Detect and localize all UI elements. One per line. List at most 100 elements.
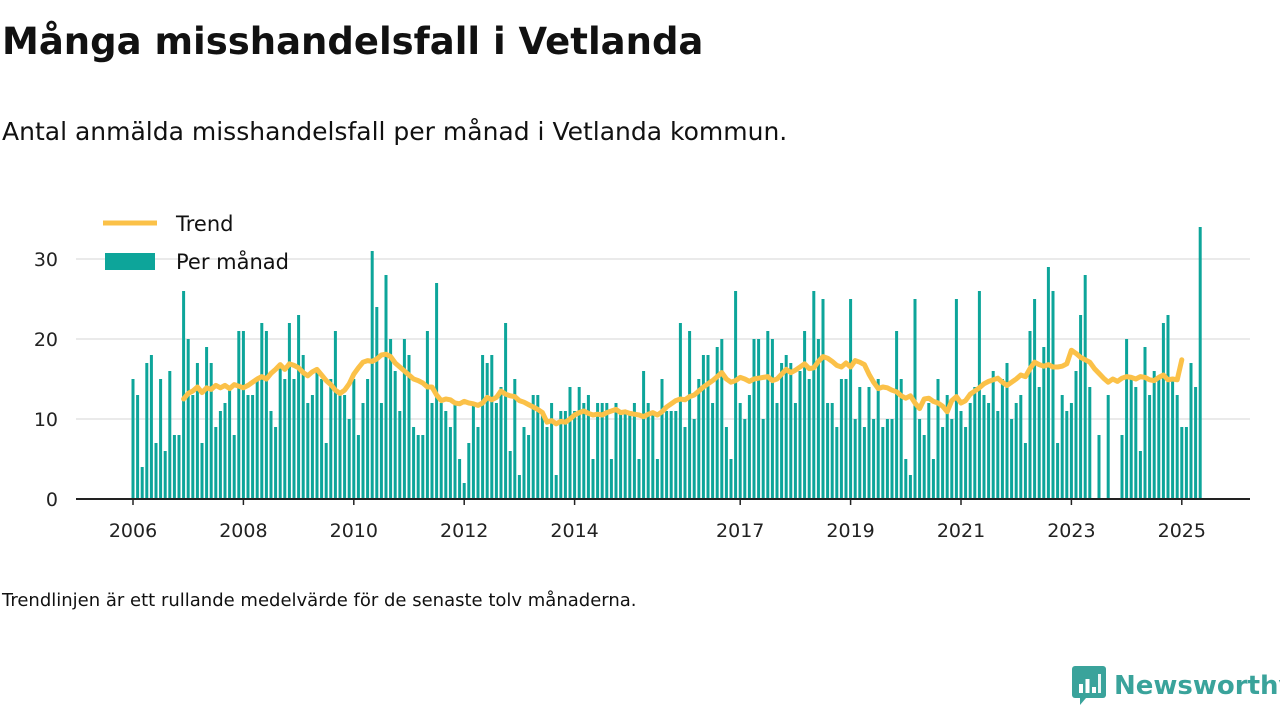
bar xyxy=(1088,387,1092,499)
bar xyxy=(297,315,301,499)
bar xyxy=(605,403,609,499)
bar xyxy=(826,403,830,499)
bar xyxy=(1184,427,1188,499)
bar xyxy=(623,411,627,499)
bar xyxy=(356,435,360,499)
y-axis-tick-labels: 0 10 20 30 xyxy=(34,249,58,511)
bar xyxy=(867,387,871,499)
y-tick-label: 0 xyxy=(46,489,58,511)
bar xyxy=(172,435,176,499)
x-axis: 2006 2008 2010 2012 2014 2017 2019 2021 2023 2025 xyxy=(76,498,1250,542)
bar xyxy=(407,355,411,499)
bar xyxy=(688,331,692,499)
bar xyxy=(545,427,549,499)
bar xyxy=(522,427,526,499)
bar xyxy=(278,363,282,499)
bar xyxy=(1010,419,1014,499)
legend-trend-label: Trend xyxy=(175,212,233,236)
bar xyxy=(1125,339,1129,499)
bar xyxy=(444,411,448,499)
brand-logo[interactable]: Newsworthy xyxy=(1072,664,1280,708)
bars-series xyxy=(131,227,1202,499)
bar xyxy=(513,379,517,499)
bar xyxy=(1079,315,1083,499)
bar xyxy=(1046,267,1050,499)
bar xyxy=(821,299,825,499)
bar xyxy=(747,395,751,499)
bar xyxy=(195,363,199,499)
bar xyxy=(517,475,521,499)
bar xyxy=(476,427,480,499)
bar xyxy=(1060,395,1064,499)
bar xyxy=(352,379,356,499)
bar xyxy=(430,403,434,499)
bar xyxy=(720,339,724,499)
bar xyxy=(416,435,420,499)
bar xyxy=(996,411,1000,499)
bar xyxy=(1074,371,1078,499)
bar xyxy=(701,355,705,499)
bar xyxy=(830,403,834,499)
bar xyxy=(494,403,498,499)
bar xyxy=(554,475,558,499)
x-tick-label: 2023 xyxy=(1047,520,1095,542)
bar xyxy=(177,435,181,499)
bar xyxy=(1180,427,1184,499)
bar xyxy=(936,379,940,499)
bar xyxy=(1120,435,1124,499)
bar xyxy=(734,291,738,499)
bar xyxy=(421,435,425,499)
bar xyxy=(1033,299,1037,499)
bar xyxy=(1171,379,1175,499)
bar xyxy=(1152,371,1156,499)
bar xyxy=(536,395,540,499)
trend-series xyxy=(181,347,1185,427)
trend-line xyxy=(181,347,1185,427)
y-tick-label: 10 xyxy=(34,409,58,431)
x-tick-label: 2008 xyxy=(219,520,267,542)
bar xyxy=(876,379,880,499)
bar xyxy=(145,363,149,499)
bar xyxy=(163,451,167,499)
bar xyxy=(1037,387,1041,499)
bar xyxy=(816,339,820,499)
y-tick-label: 30 xyxy=(34,249,58,271)
bar xyxy=(568,387,572,499)
bar xyxy=(812,291,816,499)
bar xyxy=(1198,227,1202,499)
bar xyxy=(789,363,793,499)
bar xyxy=(329,379,333,499)
bar xyxy=(614,403,618,499)
bar xyxy=(922,435,926,499)
bar xyxy=(563,411,567,499)
bar xyxy=(324,443,328,499)
bar xyxy=(573,411,577,499)
bar xyxy=(481,355,485,499)
bar xyxy=(425,331,429,499)
bar xyxy=(881,427,885,499)
bar xyxy=(260,323,264,499)
bar xyxy=(200,443,204,499)
bar xyxy=(269,411,273,499)
bar xyxy=(931,459,935,499)
bar xyxy=(370,251,374,499)
bar xyxy=(646,403,650,499)
bar xyxy=(136,395,140,499)
bar xyxy=(770,339,774,499)
bar xyxy=(504,323,508,499)
bar xyxy=(803,331,807,499)
bar xyxy=(839,379,843,499)
bar xyxy=(182,291,186,499)
bar xyxy=(1000,379,1004,499)
y-tick-label: 20 xyxy=(34,329,58,351)
bar xyxy=(655,459,659,499)
bar xyxy=(186,339,190,499)
x-tick-label: 2014 xyxy=(550,520,598,542)
bar xyxy=(628,411,632,499)
bar xyxy=(761,419,765,499)
bar xyxy=(168,371,172,499)
bar xyxy=(237,331,241,499)
bar xyxy=(600,403,604,499)
bar xyxy=(959,411,963,499)
bar xyxy=(780,363,784,499)
